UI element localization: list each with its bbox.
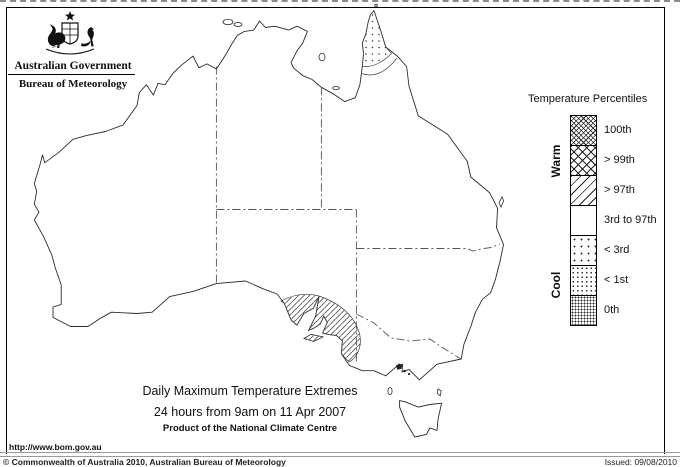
shield-cross-lines xyxy=(62,23,78,44)
legend-label-lt3rd: < 3rd xyxy=(604,244,630,256)
state-borders xyxy=(215,66,501,364)
legend-warm-label: Warm xyxy=(549,144,563,178)
bom-url: http://www.bom.gov.au xyxy=(9,442,102,452)
legend-label-3rd-to-97th: 3rd to 97th xyxy=(604,214,657,226)
legend-title: Temperature Percentiles xyxy=(528,93,648,105)
legend-swatch-lt3rd xyxy=(570,235,597,266)
legend-label-0th: 0th xyxy=(604,304,620,316)
tasmania-coastline xyxy=(399,400,443,438)
legend-swatch-3rd-to-97th xyxy=(570,205,597,236)
kangaroo-island xyxy=(303,333,325,342)
emu-icon xyxy=(81,27,94,47)
legend-label-100th: 100th xyxy=(604,124,632,136)
kangaroo-icon xyxy=(47,24,66,48)
wattle-sprig xyxy=(45,48,95,55)
map-period: 24 hours from 9am on 11 Apr 2007 xyxy=(153,405,347,419)
legend-swatch-100th xyxy=(570,115,597,146)
south-australia-warm-region xyxy=(280,294,361,363)
port-phillip-marks xyxy=(396,363,411,376)
map-product-line: Product of the National Climate Centre xyxy=(162,423,338,434)
cape-york-cool-region xyxy=(361,9,392,67)
government-title: Australian Government xyxy=(14,60,132,72)
copyright-text: © Commonwealth of Australia 2010, Austra… xyxy=(3,457,286,467)
mainland-coastline xyxy=(33,10,504,381)
cape-york-contour-line xyxy=(361,57,398,76)
map-frame xyxy=(6,7,665,454)
islands xyxy=(222,3,505,397)
legend-label-gt97th: > 97th xyxy=(604,184,635,196)
legend-label-gt99th: > 99th xyxy=(604,154,635,166)
issued-date: Issued: 09/08/2010 xyxy=(604,457,677,467)
top-dashed-line xyxy=(0,0,680,2)
legend-swatch-lt1st xyxy=(570,265,597,296)
legend-swatch-gt97th xyxy=(570,175,597,206)
legend-label-lt1st: < 1st xyxy=(604,274,629,286)
bureau-title: Bureau of Meteorology xyxy=(18,78,128,90)
map-caption: Daily Maximum Temperature Extremes 24 ho… xyxy=(95,384,405,434)
legend-cool-label: Cool xyxy=(549,271,563,299)
map-title: Daily Maximum Temperature Extremes xyxy=(142,384,358,398)
legend-swatch-gt99th xyxy=(570,145,597,176)
legend-swatch-column xyxy=(570,115,597,326)
header-divider xyxy=(8,74,135,75)
commonwealth-star-icon xyxy=(65,11,75,21)
coat-of-arms xyxy=(45,11,95,55)
bottom-divider xyxy=(0,452,680,457)
legend-swatch-0th xyxy=(570,295,597,326)
